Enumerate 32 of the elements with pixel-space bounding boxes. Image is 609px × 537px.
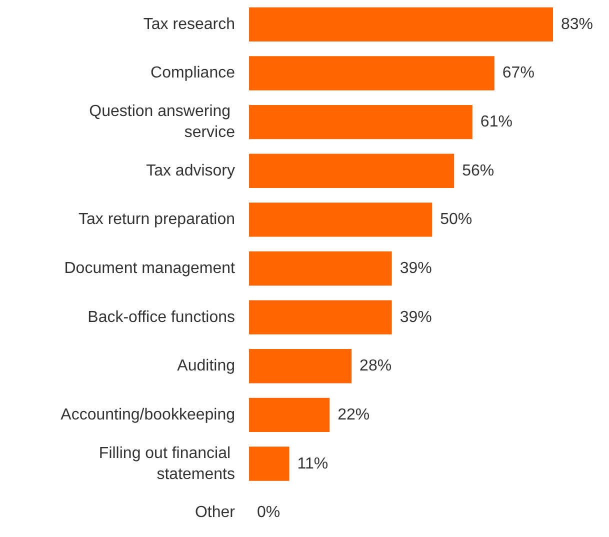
- data-label: 39%: [400, 260, 432, 277]
- data-label: 50%: [440, 211, 472, 228]
- data-label: 56%: [462, 162, 494, 180]
- y-tick-label: Back-office functions: [88, 308, 235, 326]
- data-label: 39%: [400, 308, 432, 326]
- y-tick-label: Compliance: [150, 64, 236, 82]
- bar: [249, 154, 454, 188]
- y-tick-label: Tax advisory: [146, 162, 235, 180]
- y-tick-label: Other: [194, 504, 236, 522]
- y-tick-label: Question answering service: [89, 103, 236, 142]
- data-label: 61%: [480, 114, 512, 131]
- bar: [249, 398, 330, 432]
- bar: [249, 104, 472, 140]
- bar: [249, 349, 352, 384]
- bar: [249, 7, 553, 42]
- bar: [249, 251, 392, 286]
- y-tick-label: Accounting/bookkeeping: [60, 406, 235, 424]
- data-label: 0%: [257, 504, 280, 522]
- data-label: 28%: [360, 358, 392, 375]
- data-label: 83%: [561, 16, 594, 33]
- y-tick-label: Filling out financial statements: [98, 444, 235, 483]
- y-tick-label: Tax research: [143, 16, 235, 33]
- bar: [249, 300, 392, 334]
- data-label: 11%: [297, 455, 328, 472]
- bar: [249, 202, 432, 237]
- bar: [249, 56, 494, 90]
- data-label: 22%: [338, 406, 370, 424]
- bar: [249, 446, 290, 481]
- data-label: 67%: [502, 64, 534, 82]
- y-tick-label: Auditing: [177, 358, 235, 375]
- y-tick-label: Document management: [64, 260, 236, 277]
- y-tick-label: Tax return preparation: [78, 211, 235, 228]
